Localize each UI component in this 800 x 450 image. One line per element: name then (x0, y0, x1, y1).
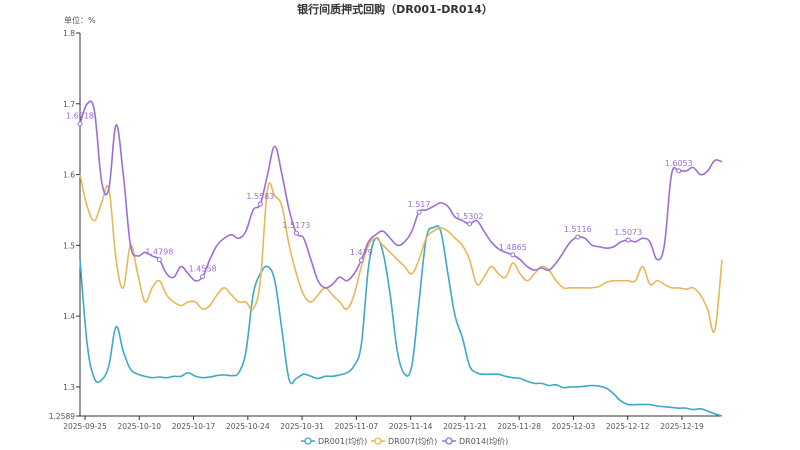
y-tick-label: 1.3 (63, 383, 75, 392)
data-label: 1.479 (350, 248, 373, 257)
x-tick-label: 2025-10-31 (280, 422, 324, 431)
series-line-0 (79, 225, 723, 417)
data-point (625, 237, 631, 243)
data-point (416, 209, 422, 215)
legend[interactable]: DR001(均价) DR007(均价) DR014(均价) (301, 436, 508, 446)
chart-title: 银行间质押式回购（DR001-DR014） (297, 2, 493, 16)
legend-item[interactable]: DR007(均价) (371, 436, 437, 446)
y-tick-label: 1.6 (63, 171, 75, 180)
data-label: 1.4865 (499, 243, 527, 252)
series-line-2 (79, 100, 723, 289)
data-point (293, 230, 299, 236)
x-tick-label: 2025-11-28 (497, 422, 541, 431)
data-point (575, 234, 581, 240)
x-tick-label: 2025-11-07 (335, 422, 379, 431)
data-label: 1.4798 (145, 248, 173, 257)
x-tick-label: 2025-09-25 (63, 422, 107, 431)
x-tick-label: 2025-10-24 (226, 422, 270, 431)
x-tick-label: 2025-10-10 (117, 422, 161, 431)
legend-item[interactable]: DR001(均价) (301, 436, 367, 446)
y-tick-label: 1.8 (63, 29, 75, 38)
legend-label: DR001(均价) (318, 436, 367, 446)
x-tick-label: 2025-12-19 (660, 422, 704, 431)
data-label: 1.517 (408, 200, 431, 209)
legend-swatch-marker (374, 437, 382, 445)
data-point (257, 201, 263, 207)
y-tick-label: 1.5 (63, 241, 75, 250)
legend-label: DR007(均价) (388, 436, 437, 446)
data-point (358, 257, 364, 263)
data-point (156, 257, 162, 263)
x-tick-label: 2025-12-12 (606, 422, 650, 431)
data-point (200, 274, 206, 280)
data-point (467, 221, 473, 227)
series-layer (79, 100, 723, 417)
data-label: 1.6718 (66, 112, 94, 121)
data-labels: 1.6718 1.4798 1.4558 1.5583 1.5173 1.479 1.517… (66, 112, 693, 280)
x-tick-label: 2025-10-17 (172, 422, 216, 431)
data-label: 1.5583 (246, 192, 274, 201)
data-point (77, 121, 83, 127)
legend-swatch-marker (304, 437, 312, 445)
data-point (510, 252, 516, 258)
y-tick-label: 1.7 (63, 100, 75, 109)
data-label: 1.5116 (564, 225, 592, 234)
y-tick-label: 1.4 (63, 312, 75, 321)
x-tick-label: 2025-12-03 (552, 422, 596, 431)
legend-swatch-marker (445, 437, 453, 445)
data-label: 1.5073 (614, 228, 642, 237)
x-tick-label: 2025-11-14 (389, 422, 433, 431)
series-line-1 (79, 174, 723, 333)
x-tick-label: 2025-11-21 (443, 422, 487, 431)
legend-item[interactable]: DR014(均价) (442, 436, 508, 446)
axes: 1.2589 1.3 1.4 1.5 1.6 1.7 1.8 2025-09-25 2025-1… (49, 29, 722, 431)
y-tick-label: 1.2589 (49, 412, 75, 421)
legend-label: DR014(均价) (459, 436, 508, 446)
data-label: 1.5302 (456, 212, 484, 221)
data-label: 1.6053 (665, 159, 693, 168)
data-point (676, 168, 682, 174)
data-label: 1.4558 (189, 265, 217, 274)
unit-label: 单位：% (64, 15, 96, 25)
data-label: 1.5173 (282, 221, 310, 230)
